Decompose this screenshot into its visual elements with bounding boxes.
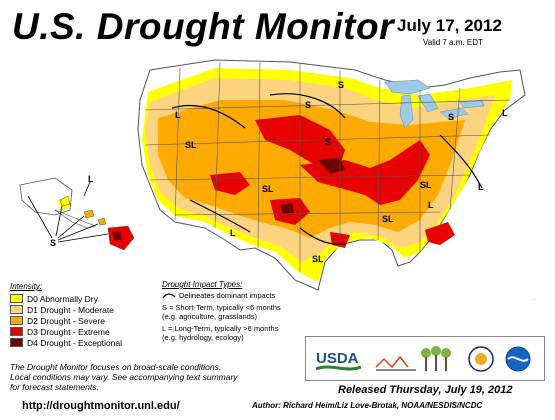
hawaii-inset bbox=[59, 195, 135, 251]
legend-title: Intensity: bbox=[10, 282, 43, 291]
inset-pointer-lines bbox=[27, 181, 109, 243]
valid-time: Valid 7 a.m. EDT bbox=[423, 38, 483, 47]
nidis-tree-logo bbox=[421, 346, 451, 371]
inset-label-s: S bbox=[50, 238, 56, 248]
map-label: S bbox=[325, 137, 331, 147]
map-label: S bbox=[338, 80, 344, 90]
impact-short: S = Short-Term, typically <6 months (e.g.… bbox=[162, 303, 281, 321]
noaa-seal bbox=[505, 346, 531, 372]
inset-label-l: L bbox=[88, 174, 94, 184]
legend-label: D4 Drought - Exceptional bbox=[27, 337, 122, 348]
drought-map: SL SL SL SL SL S S S S L L L L L S L bbox=[19, 59, 536, 300]
d4-regions bbox=[280, 158, 345, 214]
map-label: SL bbox=[185, 140, 197, 150]
d1-swatch bbox=[10, 305, 23, 314]
agency-logos: USDA bbox=[305, 336, 545, 381]
impact-line-label: Delineates dominant impacts bbox=[179, 291, 276, 300]
legend-item-d1: D1 Drought - Moderate bbox=[10, 304, 170, 315]
map-label: SL bbox=[420, 180, 432, 190]
map-label: L bbox=[502, 108, 508, 118]
map-label: L bbox=[230, 228, 236, 238]
alaska-inset bbox=[19, 177, 96, 229]
usda-logo: USDA bbox=[315, 350, 362, 371]
impact-line-row: Delineates dominant impacts bbox=[162, 291, 312, 300]
map-date: July 17, 2012 bbox=[397, 16, 502, 35]
d3-swatch bbox=[10, 327, 23, 336]
map-impact-labels: SL SL SL SL SL S S S S L L L L L bbox=[175, 80, 508, 264]
map-label: L bbox=[428, 200, 434, 210]
svg-text:USDA: USDA bbox=[316, 350, 359, 367]
legend-item-d4: D4 Drought - Exceptional bbox=[10, 337, 170, 348]
impact-lines bbox=[171, 93, 483, 245]
d4-swatch bbox=[10, 338, 23, 347]
ndmc-logo bbox=[375, 355, 416, 371]
legend-item-d0: D0 Abnormally Dry bbox=[10, 293, 170, 304]
impact-legend: Drought Impact Types: Delineates dominan… bbox=[162, 280, 312, 345]
d2-swatch bbox=[10, 316, 23, 325]
impact-line-icon bbox=[162, 292, 176, 298]
page-title: U.S. Drought Monitor bbox=[12, 6, 394, 47]
map-label: SL bbox=[382, 214, 394, 224]
legend-label: D3 Drought - Extreme bbox=[27, 326, 110, 337]
author-credit: Author: Richard Heim/Liz Love-Brotak, NO… bbox=[252, 401, 483, 410]
legend-label: D0 Abnormally Dry bbox=[27, 293, 98, 304]
map-label: L bbox=[175, 110, 181, 120]
state-borders bbox=[144, 61, 511, 272]
map-label: SL bbox=[312, 254, 324, 264]
impact-long: L = Long-Term, typically >6 months (e.g. … bbox=[162, 324, 279, 342]
commerce-seal bbox=[468, 346, 494, 372]
d0-swatch bbox=[10, 294, 23, 303]
legend-item-d2: D2 Drought - Severe bbox=[10, 315, 170, 326]
intensity-legend: Intensity: D0 Abnormally Dry D1 Drought … bbox=[10, 282, 170, 348]
release-date: Released Thursday, July 19, 2012 bbox=[338, 384, 513, 396]
legend-item-d3: D3 Drought - Extreme bbox=[10, 326, 170, 337]
map-label: S bbox=[448, 112, 454, 122]
map-label: SL bbox=[262, 184, 274, 194]
legend-label: D1 Drought - Moderate bbox=[27, 304, 114, 315]
impact-title: Drought Impact Types: bbox=[162, 280, 243, 289]
legend-label: D2 Drought - Severe bbox=[27, 315, 105, 326]
disclaimer-note: The Drought Monitor focuses on broad-sca… bbox=[10, 362, 238, 392]
map-label: S bbox=[305, 100, 311, 110]
website-link[interactable]: http://droughtmonitor.unl.edu/ bbox=[22, 400, 180, 412]
map-label: L bbox=[478, 182, 484, 192]
